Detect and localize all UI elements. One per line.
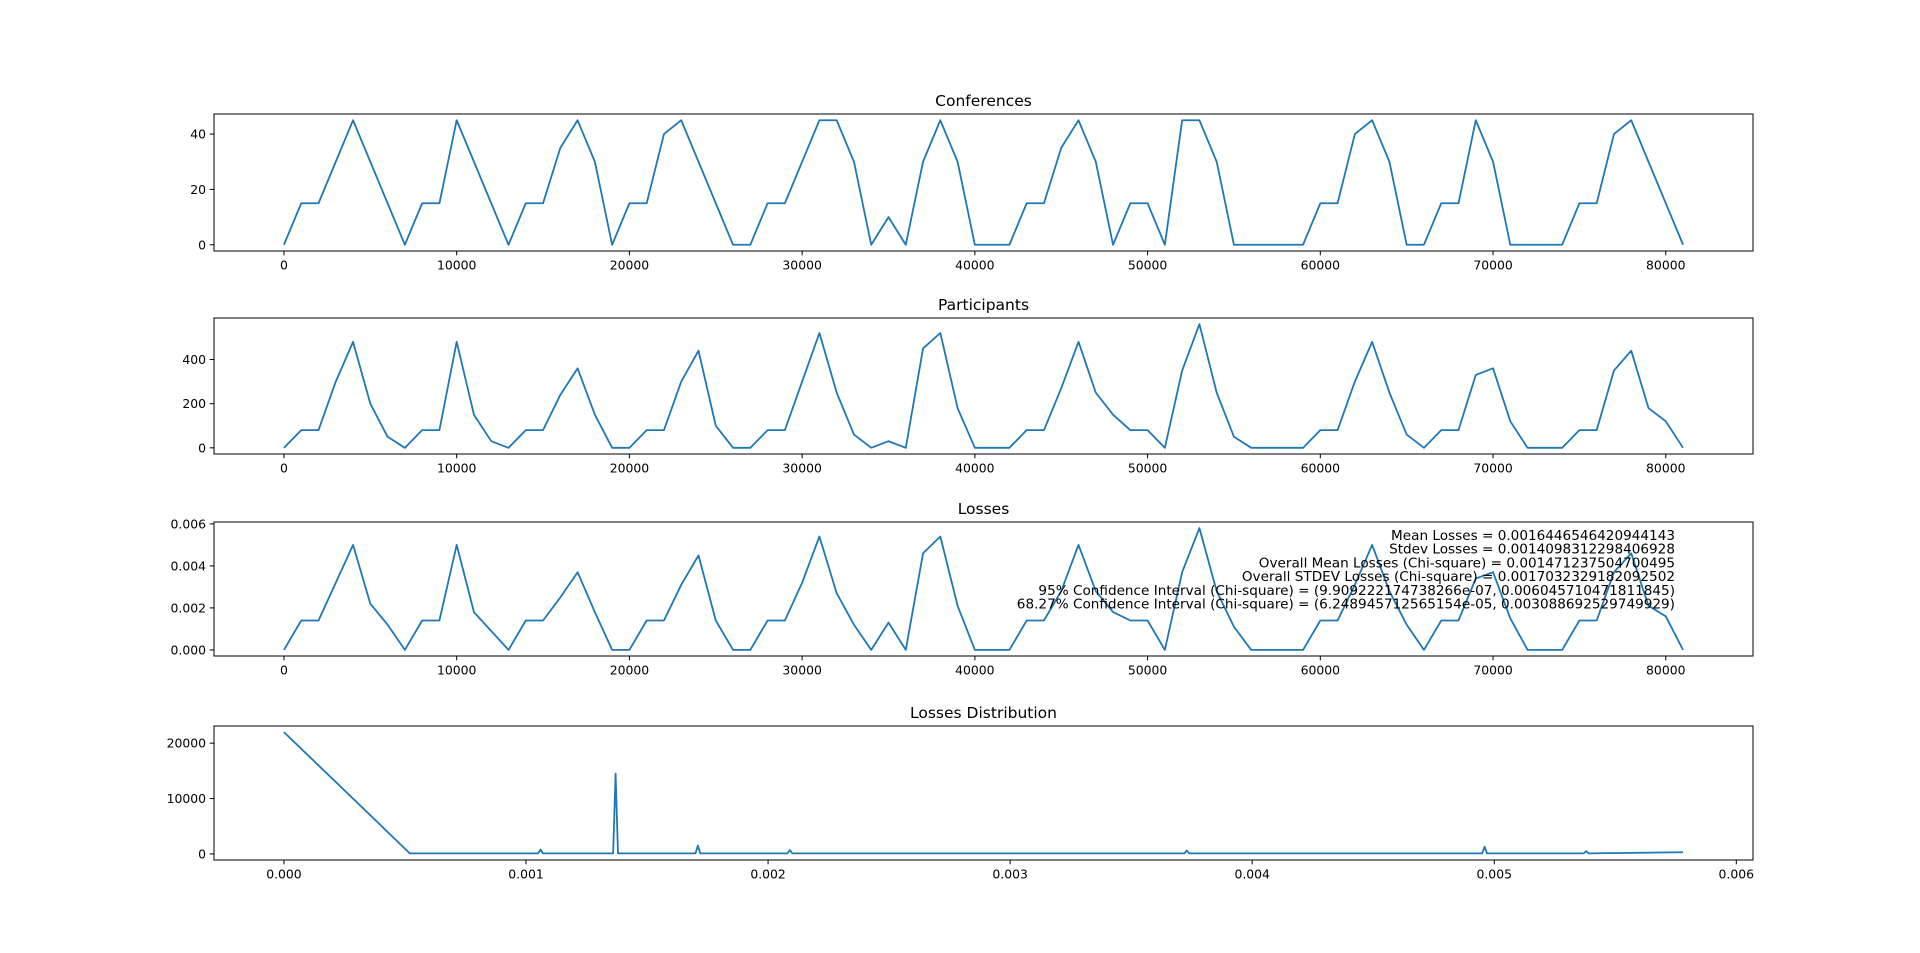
subplot: Losses Distribution 0.000 0.001 0.002 0.003 0… — [167, 704, 1755, 882]
x-tick-label: 50000 — [1128, 461, 1168, 476]
x-tick-label: 0.003 — [992, 867, 1027, 882]
subplot-title: Participants — [938, 296, 1029, 314]
x-tick-label: 50000 — [1128, 258, 1168, 273]
x-tick-label: 80000 — [1646, 461, 1686, 476]
x-tick-label: 30000 — [782, 258, 822, 273]
y-tick-label: 400 — [182, 352, 206, 367]
subplot-title: Losses — [958, 500, 1010, 518]
x-tick-label: 80000 — [1646, 258, 1686, 273]
y-tick-label: 40 — [190, 127, 206, 142]
x-tick-label: 0.004 — [1234, 867, 1270, 882]
x-tick-label: 70000 — [1473, 258, 1513, 273]
x-tick-label: 0.000 — [266, 867, 302, 882]
x-tick-label: 70000 — [1473, 663, 1513, 678]
y-tick-label: 20 — [190, 182, 206, 197]
x-tick-label: 0.001 — [508, 867, 543, 882]
x-tick-label: 40000 — [955, 258, 995, 273]
x-tick-label: 0.006 — [1719, 867, 1755, 882]
x-tick-label: 50000 — [1128, 663, 1168, 678]
annotation: 95% Confidence Interval (Chi-square) = (… — [1038, 583, 1675, 599]
annotation: Overall Mean Losses (Chi-square) = 0.001… — [1259, 555, 1675, 571]
y-tick-label: 20000 — [167, 736, 207, 751]
data-line — [283, 731, 1684, 855]
data-line — [283, 119, 1684, 246]
x-tick-label: 0 — [280, 461, 288, 476]
annotation: 68.27% Confidence Interval (Chi-square) … — [1017, 597, 1675, 613]
x-tick-label: 0.002 — [750, 867, 785, 882]
x-tick-label: 60000 — [1301, 258, 1341, 273]
x-tick-label: 0.005 — [1476, 867, 1511, 882]
y-tick-label: 0.000 — [171, 642, 207, 657]
x-tick-label: 10000 — [437, 258, 477, 273]
data-line — [283, 527, 1684, 651]
annotation: Mean Losses = 0.0016446546420944143 — [1391, 528, 1675, 544]
x-tick-label: 60000 — [1301, 663, 1341, 678]
x-tick-label: 60000 — [1301, 461, 1341, 476]
axes-frame — [213, 521, 1754, 657]
subplot: Losses 0 10000 20000 30000 40000 50000 60000 700… — [171, 500, 1754, 678]
y-tick-label: 10000 — [167, 791, 207, 806]
y-tick-label: 0.002 — [171, 600, 206, 615]
x-tick-label: 0 — [280, 663, 288, 678]
subplot: Participants 0 10000 20000 30000 40000 50000 60… — [182, 296, 1754, 476]
subplot-title: Conferences — [935, 92, 1032, 110]
x-tick-label: 0 — [280, 258, 288, 273]
axes-frame — [213, 113, 1754, 252]
x-tick-label: 10000 — [437, 461, 477, 476]
x-tick-label: 20000 — [610, 258, 650, 273]
x-tick-label: 20000 — [610, 461, 650, 476]
y-tick-label: 0.006 — [171, 516, 207, 531]
x-tick-label: 80000 — [1646, 663, 1686, 678]
y-tick-label: 0 — [198, 440, 206, 455]
annotation: Overall STDEV Losses (Chi-square) = 0.00… — [1242, 569, 1675, 585]
subplot-title: Losses Distribution — [910, 704, 1057, 722]
y-tick-label: 0 — [198, 846, 206, 861]
y-tick-label: 200 — [182, 396, 206, 411]
x-tick-label: 70000 — [1473, 461, 1513, 476]
x-tick-label: 30000 — [782, 663, 822, 678]
x-tick-label: 40000 — [955, 461, 995, 476]
x-tick-label: 20000 — [610, 663, 650, 678]
x-tick-label: 30000 — [782, 461, 822, 476]
annotation: Stdev Losses = 0.0014098312298406928 — [1389, 542, 1675, 558]
subplot: Conferences 0 10000 20000 30000 40000 50000 600… — [190, 92, 1754, 273]
x-tick-label: 40000 — [955, 663, 995, 678]
x-tick-label: 10000 — [437, 663, 477, 678]
axes-frame — [213, 317, 1754, 455]
data-line — [283, 323, 1684, 449]
y-tick-label: 0.004 — [171, 558, 207, 573]
y-tick-label: 0 — [198, 237, 206, 252]
axes-frame — [213, 725, 1754, 861]
